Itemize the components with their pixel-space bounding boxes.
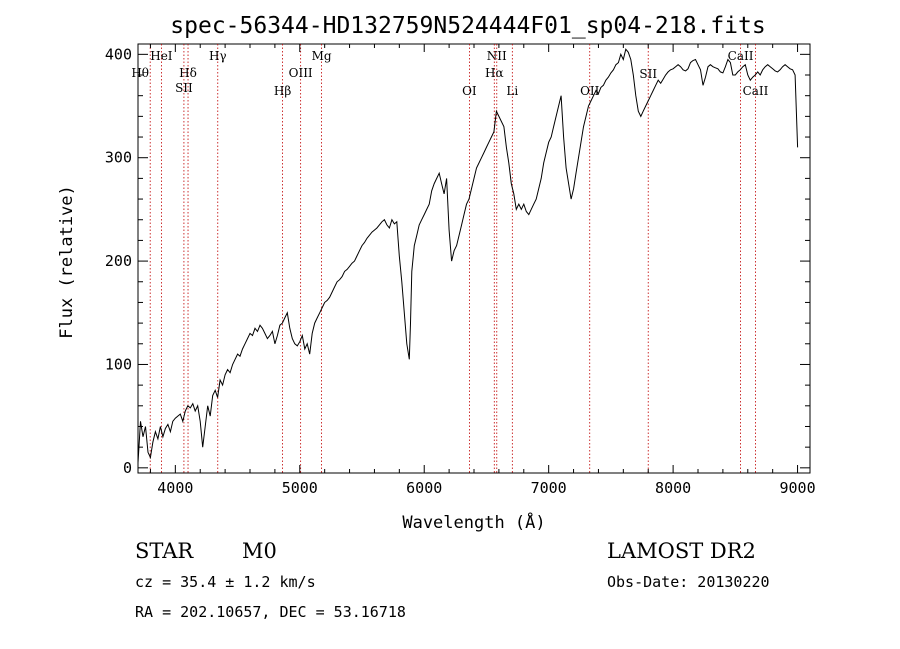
line-marker-label: Hδ: [179, 66, 197, 80]
chart-title: spec-56344-HD132759N524444F01_sp04-218.f…: [170, 13, 765, 39]
object-class: STAR: [135, 539, 194, 563]
x-tick-label: 4000: [157, 479, 193, 497]
spectrum-line: [137, 48, 799, 463]
line-marker-label: Hγ: [209, 49, 227, 63]
x-tick-label: 7000: [531, 479, 567, 497]
line-marker-label: SII: [639, 67, 657, 81]
line-marker-label: Hα: [485, 66, 504, 80]
line-marker-label: SII: [175, 81, 193, 95]
plot-frame: [137, 43, 811, 474]
y-tick-label: 0: [123, 459, 132, 477]
y-tick-label: 300: [105, 149, 132, 167]
line-marker-label: Li: [506, 84, 518, 98]
line-marker-label: Mg: [312, 49, 332, 63]
line-marker-label: Hβ: [274, 84, 291, 98]
spectrum-chart: spec-56344-HD132759N524444F01_sp04-218.f…: [57, 13, 816, 533]
x-tick-label: 6000: [406, 479, 442, 497]
y-tick-label: 200: [105, 252, 132, 270]
redshift-text: cz = 35.4 ± 1.2 km/s: [135, 573, 316, 591]
line-marker-label: CaII: [743, 84, 769, 98]
x-tick-label: 9000: [779, 479, 815, 497]
line-marker-label: OIII: [289, 66, 313, 80]
radec-text: RA = 202.10657, DEC = 53.16718: [135, 603, 406, 621]
x-axis-label: Wavelength (Å): [402, 511, 545, 533]
object-subclass: M0: [242, 539, 277, 563]
line-marker-label: NII: [487, 49, 507, 63]
y-tick-label: 400: [105, 45, 132, 63]
axis-ticks: 4000 5000 6000 7000 8000 9000 0 100 200 300 400: [105, 44, 816, 497]
line-marker-label: OII: [580, 84, 600, 98]
line-marker-label: OI: [462, 84, 477, 98]
x-tick-label: 8000: [655, 479, 691, 497]
survey-name: LAMOST DR2: [607, 539, 756, 563]
y-axis-label: Flux (relative): [57, 185, 77, 339]
obs-date-text: Obs-Date: 20130220: [607, 573, 770, 591]
line-marker-label: HeI: [150, 49, 173, 63]
x-tick-label: 5000: [282, 479, 318, 497]
line-marker-label: Hθ: [131, 66, 149, 80]
line-marker-label: CaII: [728, 49, 754, 63]
y-tick-label: 100: [105, 355, 132, 373]
